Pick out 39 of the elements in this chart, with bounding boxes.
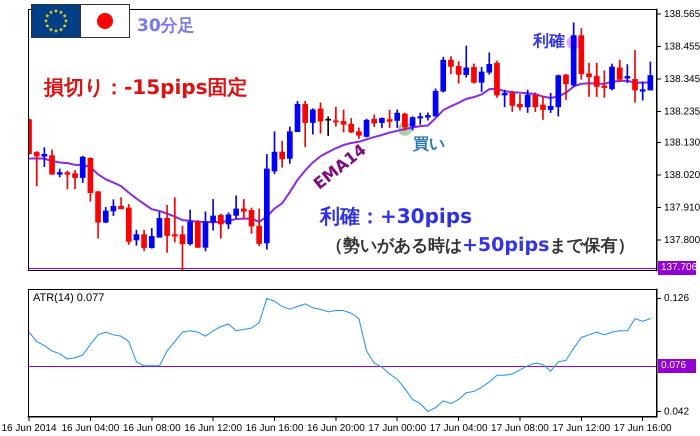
y-tick-label: 137.800 (664, 234, 700, 246)
x-tick-label: 16 Jun 16:00 (246, 422, 304, 434)
annotation: 30分足 (137, 16, 195, 37)
y-tick-label: 0.126 (664, 293, 690, 304)
x-tick-label: 16 Jun 20:00 (306, 422, 366, 434)
annotation: まで保有） (549, 236, 634, 257)
annotation: 買い (413, 134, 445, 154)
candlestick (632, 50, 638, 103)
x-tick-label: 17 Jun 16:00 (614, 422, 672, 434)
y-tick-label: 138.565 (664, 8, 700, 20)
annotation: （勢いがある時は (326, 236, 462, 257)
candlestick (517, 94, 523, 110)
y-tick-label: 138.130 (664, 137, 700, 148)
annotation: 利確 (533, 31, 565, 50)
chart-title: ATR(14) 0.077 (33, 292, 104, 304)
ref-line-label: 0.076 (658, 359, 696, 373)
x-tick-label: 16 Jun 08:00 (122, 422, 182, 434)
candlestick (180, 226, 186, 270)
y-tick-label: 138.020 (664, 170, 700, 181)
ref-line-label: 137.706 (658, 261, 698, 275)
y-tick-label: 137.910 (664, 202, 700, 214)
x-tick-label: 17 Jun 12:00 (552, 422, 611, 434)
x-tick-label: 16 Jun 12:00 (184, 422, 242, 434)
x-tick-label: 16 Jun 2014 (1, 422, 57, 434)
x-tick-label: 17 Jun 08:00 (491, 422, 550, 434)
y-tick-label: 138.235 (664, 106, 700, 118)
candlestick (72, 170, 78, 190)
candlestick (586, 62, 592, 97)
y-tick-label: 0.042 (664, 406, 690, 418)
annotation: +50pips (462, 234, 550, 257)
x-tick-label: 17 Jun 00:00 (368, 422, 427, 434)
candlestick (340, 110, 346, 132)
y-tick-label: 138.455 (664, 41, 700, 52)
annotation: 利確：+30pips (320, 204, 472, 228)
x-tick-label: 16 Jun 04:00 (61, 422, 120, 434)
candlestick (540, 96, 546, 120)
y-tick-label: 138.345 (664, 74, 700, 85)
annotation: 損切り：-15pips固定 (44, 75, 248, 99)
x-tick-label: 17 Jun 04:00 (430, 422, 488, 434)
